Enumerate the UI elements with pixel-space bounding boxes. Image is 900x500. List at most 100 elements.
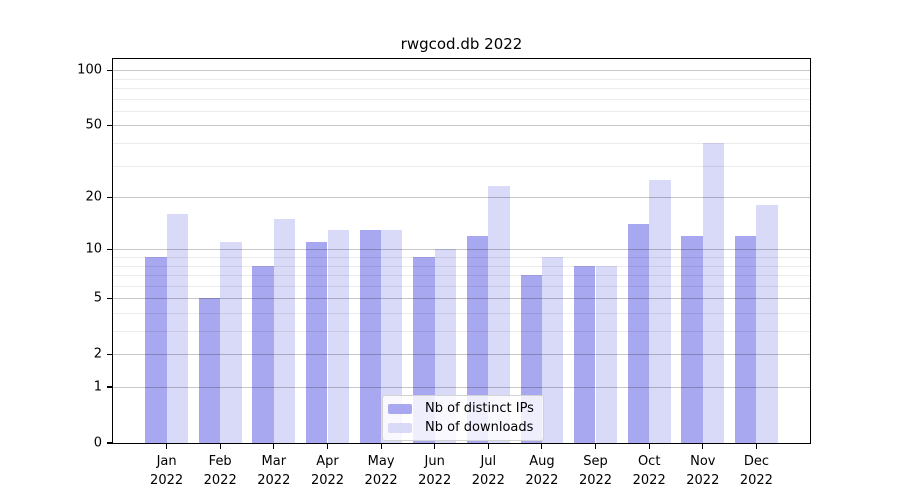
bar-downloads-may: [381, 229, 403, 443]
bar-downloads-feb: [220, 242, 242, 443]
x-tick-month: Oct: [637, 454, 661, 469]
x-tick-year: 2022: [739, 473, 773, 488]
x-tick-mark-jan: [166, 444, 168, 449]
gridline-major-50: [113, 125, 810, 127]
x-tick-label-nov: Nov 2022: [673, 452, 733, 490]
y-tick-label-0: 0: [93, 435, 102, 451]
x-tick-label-sep: Sep 2022: [566, 452, 626, 490]
x-tick-year: 2022: [686, 473, 720, 488]
bar-downloads-dec: [756, 205, 778, 443]
x-tick-month: Dec: [743, 454, 769, 469]
x-tick-label-feb: Feb 2022: [190, 452, 250, 490]
bar-downloads-oct: [649, 179, 671, 443]
x-tick-label-apr: Apr 2022: [298, 452, 358, 490]
x-tick-month: Jan: [156, 454, 177, 469]
x-tick-year: 2022: [525, 473, 559, 488]
x-tick-mark-jun: [434, 444, 436, 449]
legend-label-downloads: Nb of downloads: [425, 420, 534, 435]
bar-distinct-ips-jan: [145, 257, 167, 443]
x-tick-month: Feb: [208, 454, 232, 469]
x-tick-month: May: [367, 454, 395, 469]
chart-title: rwgcod.db 2022: [400, 35, 523, 53]
x-tick-month: Apr: [316, 454, 339, 469]
y-tick-mark-100: [107, 69, 112, 71]
y-tick-label-20: 20: [85, 189, 102, 205]
x-tick-year: 2022: [418, 473, 452, 488]
y-tick-mark-0: [107, 442, 112, 444]
legend-row-distinct-ips: Nb of distinct IPs: [388, 400, 534, 417]
x-tick-month: Jun: [424, 454, 445, 469]
x-tick-mark-aug: [541, 444, 543, 449]
legend-box: Nb of distinct IPs Nb of downloads: [382, 395, 544, 441]
y-tick-label-2: 2: [93, 346, 102, 362]
gridline-minor-70: [113, 98, 810, 100]
x-tick-label-mar: Mar 2022: [244, 452, 304, 490]
x-tick-label-dec: Dec 2022: [726, 452, 786, 490]
x-tick-label-jun: Jun 2022: [405, 452, 465, 490]
x-tick-label-aug: Aug 2022: [512, 452, 572, 490]
x-tick-label-jan: Jan 2022: [137, 452, 197, 490]
y-tick-mark-5: [107, 297, 112, 299]
y-tick-label-50: 50: [85, 117, 102, 133]
x-tick-year: 2022: [578, 473, 613, 488]
x-tick-label-jul: Jul 2022: [458, 452, 518, 490]
gridline-minor-60: [113, 110, 810, 112]
x-tick-year: 2022: [364, 473, 398, 488]
x-tick-year: 2022: [310, 473, 345, 488]
y-tick-mark-50: [107, 124, 112, 126]
x-tick-mark-may: [380, 444, 382, 449]
plot-area: Nb of distinct IPs Nb of downloads: [112, 58, 811, 444]
x-tick-year: 2022: [150, 473, 184, 488]
legend-swatch-distinct-ips: [388, 403, 412, 414]
gridline-minor-80: [113, 88, 810, 89]
x-tick-mark-jul: [487, 444, 489, 449]
bar-distinct-ips-may: [359, 229, 381, 443]
y-tick-label-10: 10: [85, 241, 102, 257]
x-tick-year: 2022: [632, 473, 666, 488]
x-tick-mark-sep: [594, 444, 597, 449]
bar-downloads-mar: [273, 219, 296, 443]
x-tick-mark-dec: [755, 444, 757, 449]
x-tick-month: Aug: [529, 454, 555, 469]
y-tick-mark-10: [107, 248, 112, 250]
x-tick-label-oct: Oct 2022: [619, 452, 679, 490]
legend-swatch-downloads: [388, 422, 412, 433]
bar-downloads-jun: [434, 249, 457, 443]
y-tick-label-100: 100: [77, 62, 102, 78]
x-tick-month: Mar: [261, 454, 287, 469]
x-tick-mark-nov: [702, 444, 704, 449]
y-tick-mark-2: [107, 353, 112, 355]
bar-distinct-ips-nov: [681, 235, 703, 443]
bar-distinct-ips-dec: [734, 235, 757, 443]
bar-distinct-ips-jul: [466, 235, 489, 443]
y-tick-label-5: 5: [93, 290, 102, 306]
x-tick-mark-apr: [326, 444, 329, 449]
legend-label-distinct-ips: Nb of distinct IPs: [425, 401, 534, 416]
x-tick-mark-feb: [219, 444, 221, 449]
x-tick-mark-oct: [648, 444, 650, 449]
x-tick-month: Jul: [480, 454, 497, 469]
bar-downloads-jan: [166, 214, 188, 443]
gridline-minor-90: [113, 78, 810, 80]
bar-downloads-nov: [702, 143, 725, 443]
x-tick-label-may: May 2022: [351, 452, 411, 490]
bar-distinct-ips-oct: [627, 224, 650, 443]
bar-downloads-apr: [327, 229, 349, 443]
y-tick-mark-1: [107, 386, 112, 388]
bar-distinct-ips-apr: [306, 242, 328, 443]
x-tick-year: 2022: [257, 473, 291, 488]
x-tick-month: Sep: [583, 454, 608, 469]
bar-distinct-ips-mar: [252, 265, 274, 443]
bar-distinct-ips-feb: [198, 298, 221, 443]
bar-downloads-jul: [488, 186, 510, 443]
gridline-major-100: [113, 70, 810, 72]
bar-distinct-ips-sep: [574, 265, 596, 443]
x-tick-mark-mar: [273, 444, 275, 449]
bar-downloads-sep: [595, 265, 617, 443]
x-tick-year: 2022: [471, 473, 505, 488]
legend-row-downloads: Nb of downloads: [388, 419, 534, 436]
y-tick-mark-20: [107, 196, 112, 198]
x-tick-month: Nov: [690, 454, 716, 469]
bar-downloads-aug: [541, 257, 564, 443]
